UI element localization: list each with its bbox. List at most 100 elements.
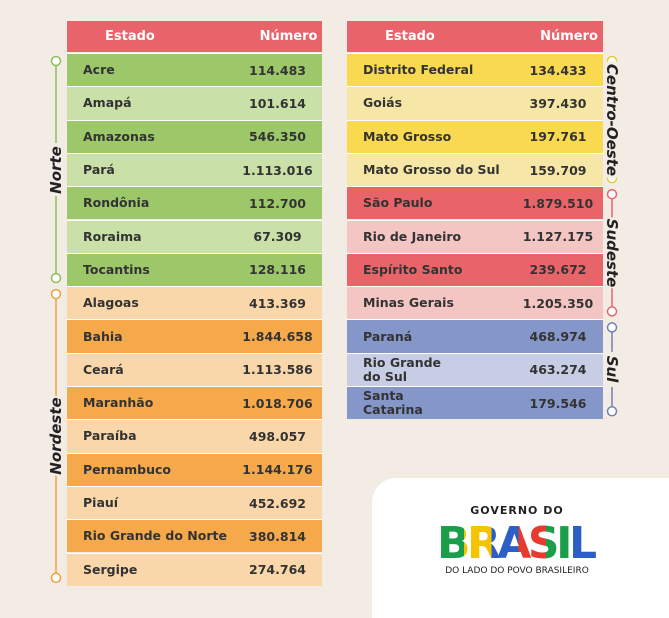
estado: Santa Catarina [363,388,423,418]
estado: Amapá [83,95,132,111]
estado: Rio Grande do Sul [363,354,442,384]
numero: 1.144.176 [242,462,313,478]
numero: 1.113.016 [242,162,313,178]
region-dot [50,572,62,584]
numero: 1.127.175 [522,229,594,245]
numero: 498.057 [249,428,306,444]
estado: Rio de Janeiro [363,228,462,244]
region-label-bg [603,61,621,178]
table-row: Tocantins 128.116 [67,252,322,287]
estado: Acre [83,62,115,78]
table-row: Amazonas 546.350 [67,119,322,153]
estado: Rio Grande do Norte [83,528,227,544]
table-row: Pará 1.113.016 [67,152,322,187]
table-row: Paraná 468.974 [347,319,603,353]
table-row: Distrito Federal 134.433 [347,53,603,87]
numero: 1.879.510 [522,195,594,211]
logo-word: BRASIL [437,518,597,566]
table-row: Paraíba 498.057 [67,419,322,453]
table-row: São Paulo 1.879.510 [347,186,603,220]
region-label-bg [47,395,65,476]
numero: 114.483 [249,62,306,78]
numero: 468.974 [529,329,587,345]
numero: 463.274 [529,362,587,378]
estado: Mato Grosso do Sul [363,162,500,178]
region-dot [606,322,618,333]
estado: Maranhão [83,395,154,411]
numero: 197.761 [529,129,587,145]
estado: Distrito Federal [363,62,474,78]
estado: Pernambuco [83,461,172,477]
numero: 452.692 [249,495,306,511]
table-row: Pernambuco 1.144.176 [67,452,322,486]
estado: Bahia [83,328,123,344]
estado: Espírito Santo [363,261,463,277]
numero: 274.764 [249,562,306,578]
estado: Ceará [83,361,124,377]
table-row: Amapá 101.614 [67,86,322,120]
estado: Minas Gerais [363,295,454,311]
numero: 1.018.706 [242,395,313,411]
numero: 128.116 [249,262,306,278]
table-row: Goiás 397.430 [347,86,603,120]
estado: Rondônia [83,195,150,211]
table-row: Rio Grande do Sul 463.274 [347,352,603,386]
estado: Tocantins [83,261,150,277]
logo-top: GOVERNO DO [470,504,564,517]
estado: Goiás [363,95,403,111]
header-cell: Estado [385,28,435,44]
numero: 239.672 [529,262,587,278]
estado: Paraná [363,328,413,344]
numero: 546.350 [249,129,306,145]
region-label-bg [47,143,65,197]
region-label: Norte [47,145,65,194]
header-cell: Número [259,29,318,44]
region-lines [47,55,621,584]
table-row: Maranhão 1.018.706 [67,386,322,420]
region-dot [606,306,618,317]
estado: Sergipe [83,561,138,577]
table-row: Rio de Janeiro 1.127.175 [347,219,603,253]
estado: Roraima [83,228,142,244]
region-dot [50,288,62,300]
estado: Mato Grosso [363,128,452,144]
region-dot [606,406,618,417]
estado: Amazonas [83,128,155,144]
estado: Pará [83,162,115,178]
page: GOVERNO DO BRASIL DO LADO DO POVO BRASIL… [47,21,669,618]
numero: 67.309 [253,229,302,245]
table-row: Bahia 1.844.658 [67,319,322,353]
numero: 1.844.658 [242,329,313,345]
table-row: Alagoas 413.369 [67,286,322,320]
logo: GOVERNO DO BRASIL DO LADO DO POVO BRASIL… [372,478,669,618]
estado: Paraíba [83,428,137,444]
table-row: Mato Grosso 197.761 [347,119,603,153]
table-row: Rio Grande do Norte 380.814 [67,519,322,553]
table-header: Estado Número [67,21,322,52]
numero: 1.113.586 [242,362,313,378]
numero: 101.614 [249,95,306,111]
estado: Alagoas [83,295,139,311]
logo-tagline: DO LADO DO POVO BRASILEIRO [445,566,589,576]
region-label: Centro-Oeste [603,63,621,176]
numero: 413.369 [249,295,306,311]
header-cell: Número [540,29,598,44]
region-label: Sudeste [603,218,621,288]
estado: São Paulo [363,195,433,211]
table-row: Sergipe 274.764 [67,552,322,586]
table-row: Roraima 67.309 [67,219,322,253]
table-row: Santa Catarina 179.546 [347,386,603,420]
table-row: Espírito Santo 239.672 [347,252,603,287]
region-dot [606,188,618,200]
table-row: Piauí 452.692 [67,485,322,520]
logo-word-svg: BRASIL [437,518,597,566]
region-label-bg [603,351,621,387]
numero: 134.433 [529,62,587,78]
numero: 1.205.350 [522,295,594,311]
region-dot [50,55,62,67]
region-label: Sul [603,356,621,383]
table-header: Estado Número [347,21,603,52]
table-row: Mato Grosso do Sul 159.709 [347,152,603,187]
region-label-bg [603,217,621,289]
region-label: Nordeste [47,397,65,475]
